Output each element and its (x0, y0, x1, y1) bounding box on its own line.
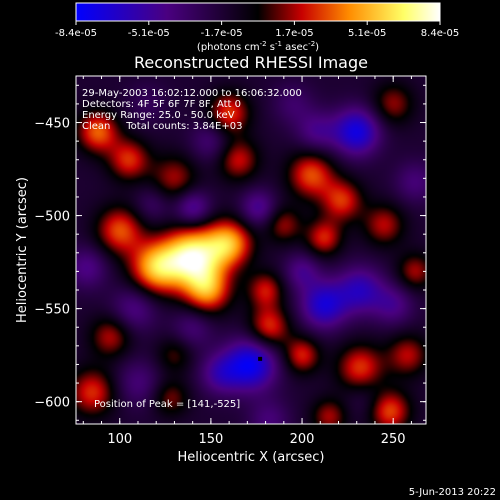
colorbar-units: (photons cm-2 s-1 asec-2) (197, 40, 319, 53)
colorbar-ticks: -8.4e-05 -5.1e-05 -1.7e-05 1.7e-05 5.1e-05 8.… (55, 21, 459, 39)
annotation-detectors: Detectors: 4F 5F 6F 7F 8F, Att 0 (82, 99, 241, 110)
y-axis: −450 −500 −550 −600 (34, 84, 426, 421)
colorbar-tick-label: 1.7e-05 (275, 28, 313, 39)
x-tick-label: 250 (381, 432, 406, 447)
annotation-energy: Energy Range: 25.0 - 50.0 keV (82, 110, 235, 121)
annotation-counts: Clean Total counts: 3.84E+03 (82, 121, 242, 132)
plot-frame (75, 75, 427, 425)
y-tick-label: −500 (34, 210, 70, 225)
x-tick-label: 200 (290, 432, 315, 447)
peak-position-label: Position of Peak = [141,-525] (94, 399, 240, 410)
x-axis-label: Heliocentric X (arcsec) (178, 450, 325, 465)
x-tick-label: 150 (198, 432, 223, 447)
heatmap-image (76, 76, 426, 424)
annotation-block: 29-May-2003 16:02:12.000 to 16:06:32.000… (82, 88, 302, 132)
annotation-time: 29-May-2003 16:02:12.000 to 16:06:32.000 (82, 88, 302, 99)
colorbar-tick-label: 5.1e-05 (348, 28, 386, 39)
colorbar-tick-label: 8.4e-05 (421, 28, 459, 39)
y-tick-label: −600 (34, 396, 70, 411)
x-axis: 100 150 200 250 (82, 76, 412, 447)
y-axis-label: Heliocentric Y (arcsec) (15, 177, 30, 323)
colorbar-tick-label: -5.1e-05 (128, 28, 170, 39)
colorbar: -8.4e-05 -5.1e-05 -1.7e-05 1.7e-05 5.1e-05 8.… (55, 2, 459, 53)
colorbar-fill (75, 2, 441, 22)
chart-title: Reconstructed RHESSI Image (134, 53, 368, 72)
y-tick-label: −450 (34, 117, 70, 132)
heatmap-raster (76, 76, 426, 424)
colorbar-tick-label: -1.7e-05 (201, 28, 243, 39)
colorbar-tick-label: -8.4e-05 (55, 28, 97, 39)
peak-marker (258, 356, 263, 361)
x-tick-label: 100 (107, 432, 132, 447)
footer-timestamp: 5-Jun-2013 20:22 (409, 487, 496, 498)
y-tick-label: −550 (34, 303, 70, 318)
